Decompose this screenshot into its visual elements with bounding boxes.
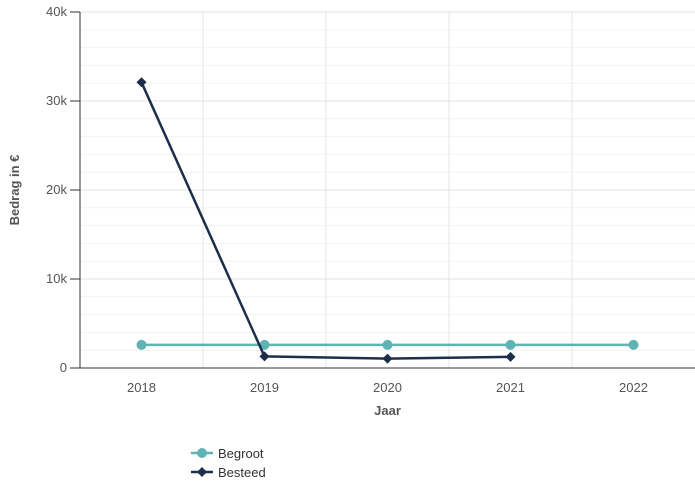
y-tick-label: 20k (46, 182, 67, 197)
x-tick-label: 2020 (373, 380, 402, 395)
y-tick-label: 0 (60, 360, 67, 375)
axes (70, 11, 695, 369)
x-tick-label: 2018 (127, 380, 156, 395)
data-point-begroot (259, 339, 270, 350)
series-besteed (136, 77, 516, 364)
data-point-besteed (505, 351, 516, 362)
y-tick-label: 40k (46, 4, 67, 19)
grid-lines (80, 11, 695, 369)
series-line-besteed (140, 81, 511, 360)
legend-marker (197, 448, 207, 458)
data-point-besteed (259, 351, 270, 362)
y-axis-title: Bedrag in € (7, 155, 22, 226)
legend-marker (197, 467, 207, 477)
data-point-begroot (382, 339, 393, 350)
legend-item-besteed[interactable]: Besteed (191, 465, 266, 480)
series-group (136, 77, 639, 364)
data-point-begroot (136, 339, 147, 350)
legend-item-begroot[interactable]: Begroot (191, 446, 264, 461)
y-tick-label: 10k (46, 271, 67, 286)
data-point-besteed (382, 353, 393, 364)
legend-label: Besteed (218, 465, 266, 480)
x-tick-label: 2022 (619, 380, 648, 395)
legend: Begroot Besteed (191, 446, 266, 480)
data-point-begroot (505, 339, 516, 350)
y-tick-labels: 0 10k 20k 30k 40k (46, 4, 67, 375)
x-axis-title: Jaar (374, 403, 401, 418)
x-tick-label: 2021 (496, 380, 525, 395)
x-tick-label: 2019 (250, 380, 279, 395)
x-tick-labels: 2018 2019 2020 2021 2022 (127, 380, 648, 395)
data-point-begroot (628, 339, 639, 350)
series-begroot (136, 339, 639, 350)
y-tick-label: 30k (46, 93, 67, 108)
legend-label: Begroot (218, 446, 264, 461)
data-point-besteed (136, 77, 147, 88)
